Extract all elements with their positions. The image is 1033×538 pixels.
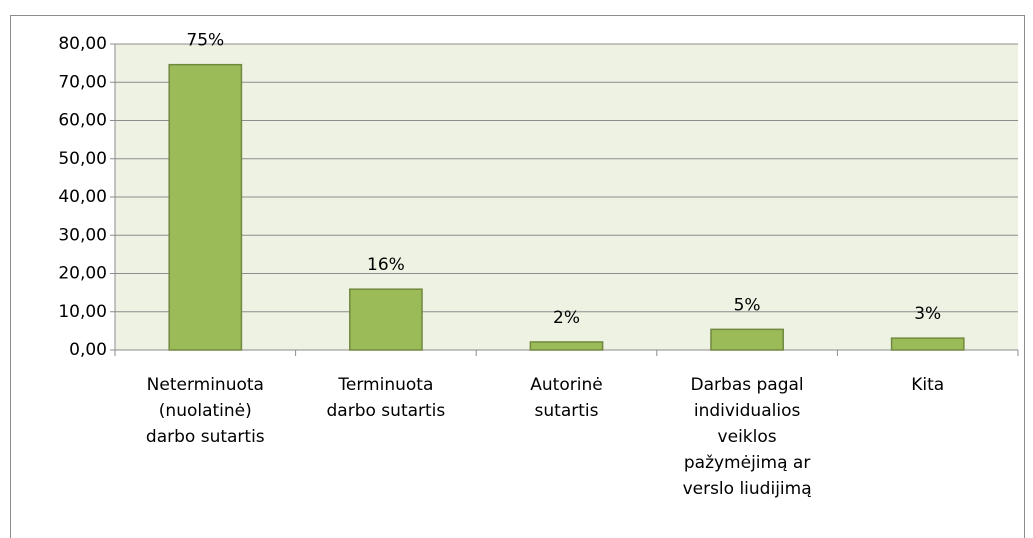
y-tick-label: 80,00: [58, 34, 107, 54]
x-tick-label-line: Neterminuota: [147, 375, 264, 395]
data-label: 3%: [914, 304, 941, 324]
x-tick-label-line: verslo liudijimą: [683, 479, 812, 499]
bar: [890, 337, 965, 351]
x-tick-label: Darbas pagal individualios veiklos pažymėji…: [683, 375, 812, 499]
data-label: 75%: [186, 31, 224, 51]
y-tick-label: 0,00: [69, 340, 107, 360]
x-tick-label-line: individualios: [694, 401, 801, 421]
x-tick-label: Neterminuota (nuolatinė) darbo sutartis: [146, 375, 265, 447]
y-tick-label: 20,00: [58, 264, 107, 284]
bar: [349, 288, 423, 351]
x-tick-label-line: darbo sutartis: [146, 427, 265, 447]
x-tick-label-line: veiklos: [718, 427, 777, 447]
x-tick-label-line: Darbas pagal: [691, 375, 804, 395]
y-tick-label: 40,00: [58, 187, 107, 207]
bar: [710, 328, 784, 351]
y-tick-label: 10,00: [58, 302, 107, 322]
x-tick-label-line: pažymėjimą ar: [684, 453, 810, 473]
x-tick-label-line: Autorinė: [530, 375, 602, 395]
x-tick-label-line: Terminuota: [337, 375, 433, 395]
x-tick-label: Terminuota darbo sutartis: [327, 375, 446, 421]
x-tick-label-line: sutartis: [535, 401, 599, 421]
x-tick-label: Kita: [911, 375, 944, 395]
data-label: 5%: [734, 295, 761, 315]
data-label: 16%: [367, 255, 405, 275]
x-tick-label-line: (nuolatinė): [159, 401, 252, 421]
x-tick-label-line: Kita: [911, 375, 944, 395]
x-tick-label: Autorinė sutartis: [530, 375, 602, 421]
x-tick-label-line: darbo sutartis: [327, 401, 446, 421]
data-label: 2%: [553, 308, 580, 328]
y-tick-label: 30,00: [58, 225, 107, 245]
bar: [168, 63, 243, 351]
y-tick-label: 50,00: [58, 149, 107, 169]
bar: [529, 341, 604, 351]
y-tick-label: 60,00: [58, 111, 107, 131]
y-tick-label: 70,00: [58, 72, 107, 92]
